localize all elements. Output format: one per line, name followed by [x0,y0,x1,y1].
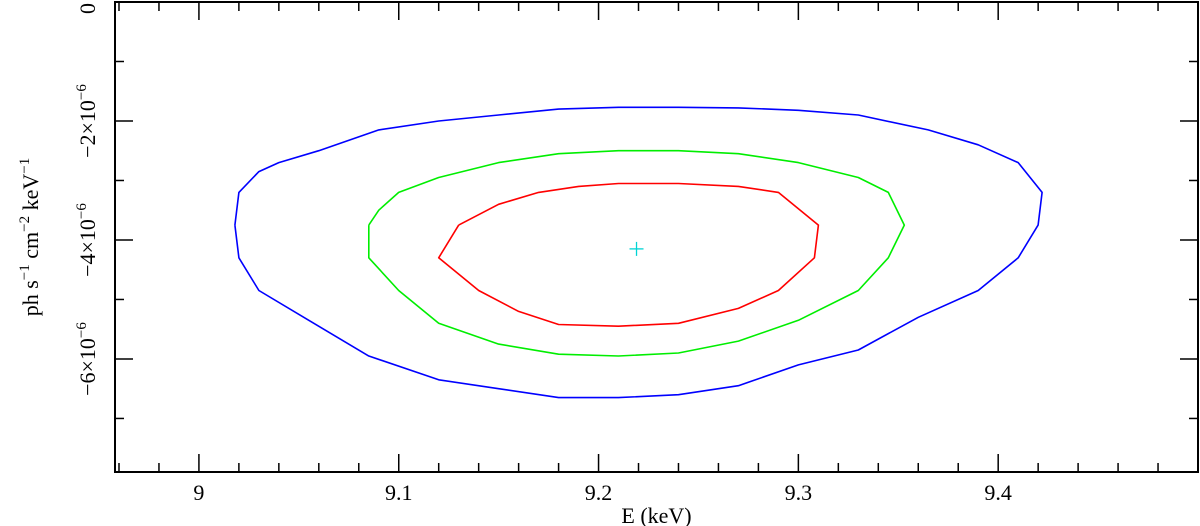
y-axis-title-exponent: −2 [17,216,33,232]
y-axis-title-unit: cm [18,232,43,264]
x-tick-label: 9.4 [984,480,1012,505]
x-tick-label: 9.3 [785,480,813,505]
x-tick-label: 9.2 [585,480,613,505]
contour-1 [234,106,1043,399]
y-tick-labels: 0−2×10−6−4×10−6−6×10−6 [74,3,100,396]
x-axis-title: E (keV) [621,503,691,526]
y-axis-title: ph s−1 cm−2 keV−1 [17,158,43,317]
contour-3 [437,182,820,328]
y-tick-exponent: −6 [74,203,90,219]
y-tick-label: −2×10−6 [74,84,100,158]
best-fit-marker [629,241,644,256]
y-tick-mantissa: −6×10 [75,338,100,396]
y-tick-label: 0 [75,3,100,14]
y-axis-title-unit: ph s [18,280,43,316]
contour-2 [367,149,906,357]
y-axis-title-exponent: −1 [17,158,33,174]
y-tick-mantissa: −4×10 [75,219,100,277]
contour-lines [234,106,1043,399]
y-axis-title-unit: keV [18,174,43,216]
plot-frame [114,1,1199,473]
x-tick-labels: 9 9.1 9.2 9.3 9.4 [193,480,1012,505]
x-tick-label: 9 [193,480,204,505]
y-axis-title-exponent: −1 [17,264,33,280]
y-tick-label: −4×10−6 [74,203,100,277]
y-tick-exponent: −6 [74,84,90,100]
y-tick-label: −6×10−6 [74,322,100,396]
y-tick-exponent: −6 [74,322,90,338]
tick-marks [115,1,1199,472]
x-tick-label: 9.1 [385,480,413,505]
y-tick-mantissa: −2×10 [75,100,100,158]
